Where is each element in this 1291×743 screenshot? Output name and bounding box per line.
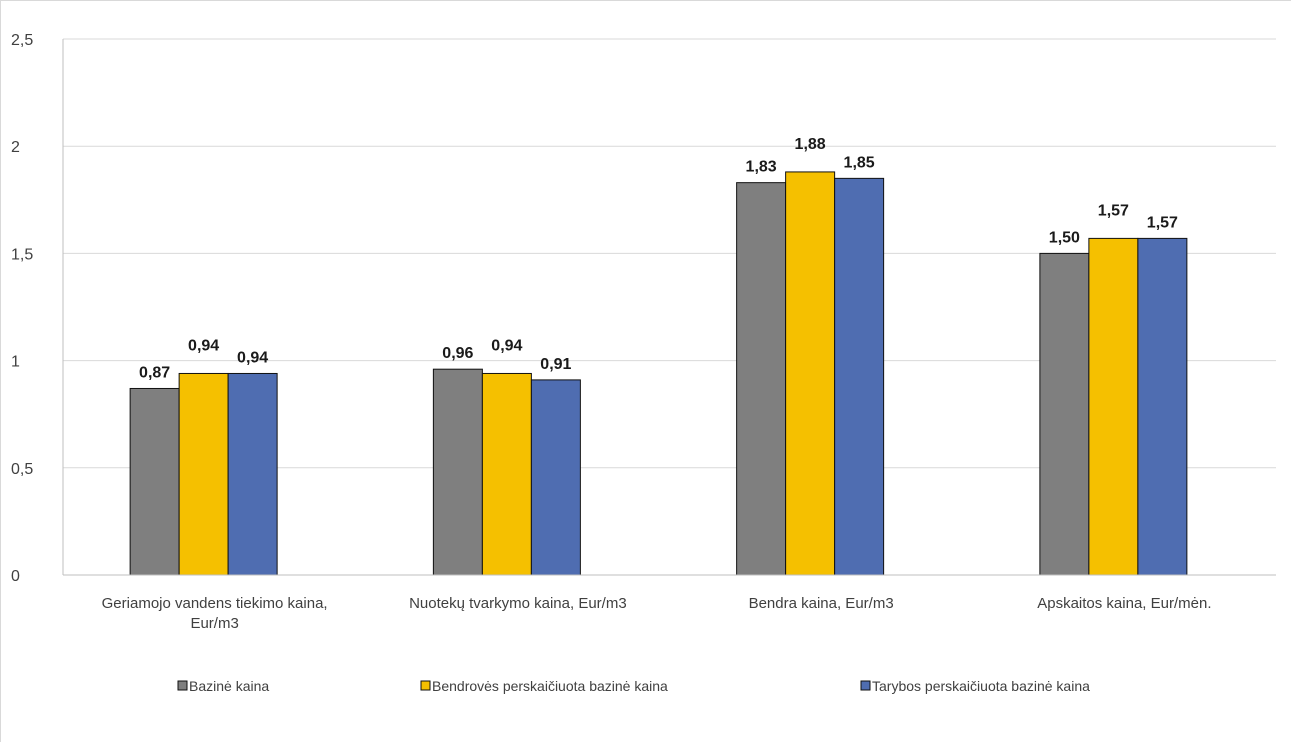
legend: Bazinė kaina Bendrovės perskaičiuota bazi… [177, 678, 1090, 694]
x-tick-label: Nuotekų tvarkymo kaina, Eur/m3 [409, 595, 627, 612]
data-label: 1,85 [844, 154, 875, 171]
legend-label: Bazinė kaina [189, 678, 269, 694]
x-tick-label: Geriamojo vandens tiekimo kaina, [102, 595, 328, 612]
bar [227, 372, 278, 576]
x-tick-label: Apskaitos kaina, Eur/mėn. [1037, 595, 1211, 612]
data-label: 0,87 [139, 364, 170, 381]
x-axis: Geriamojo vandens tiekimo kaina, Eur/m3 Nu… [63, 574, 1276, 632]
y-tick-label: 0 [11, 568, 20, 585]
data-label: 1,57 [1098, 202, 1129, 219]
y-tick-label: 2 [11, 139, 20, 156]
y-tick-label: 1,5 [11, 246, 33, 263]
y-axis: 0 0,5 1 1,5 2 2,5 [11, 32, 64, 585]
data-label: 0,94 [237, 349, 268, 366]
data-label: 0,91 [540, 356, 571, 373]
legend-label: Tarybos perskaičiuota bazinė kaina [872, 678, 1090, 694]
bar [432, 368, 483, 576]
bar [530, 379, 581, 576]
y-tick-label: 1 [11, 354, 20, 371]
y-tick-label: 2,5 [11, 32, 33, 49]
data-label: 0,94 [188, 337, 219, 354]
data-label: 0,94 [491, 337, 522, 354]
legend-swatch [420, 680, 431, 691]
bar [481, 372, 532, 576]
data-label: 1,83 [746, 159, 777, 176]
legend-label: Bendrovės perskaičiuota bazinė kaina [432, 678, 668, 694]
legend-swatch [177, 680, 188, 691]
data-labels: 0,87 0,94 0,94 0,96 0,94 0,91 1,83 1,88 1,85 1,50… [139, 136, 1178, 382]
bar [785, 171, 836, 576]
bar [1088, 237, 1139, 576]
y-tick-label: 0,5 [11, 461, 33, 478]
legend-swatch [860, 680, 871, 691]
bars [129, 171, 1188, 576]
data-label: 1,50 [1049, 229, 1080, 246]
bar [129, 387, 180, 576]
bar [178, 372, 229, 576]
bar [1039, 252, 1090, 576]
data-label: 1,88 [795, 136, 826, 153]
bar [736, 182, 787, 576]
x-tick-label: Eur/m3 [190, 615, 238, 632]
bar [1137, 237, 1188, 576]
x-tick-label: Bendra kaina, Eur/m3 [749, 595, 894, 612]
data-label: 1,57 [1147, 214, 1178, 231]
bar [834, 177, 885, 576]
data-label: 0,96 [442, 345, 473, 362]
